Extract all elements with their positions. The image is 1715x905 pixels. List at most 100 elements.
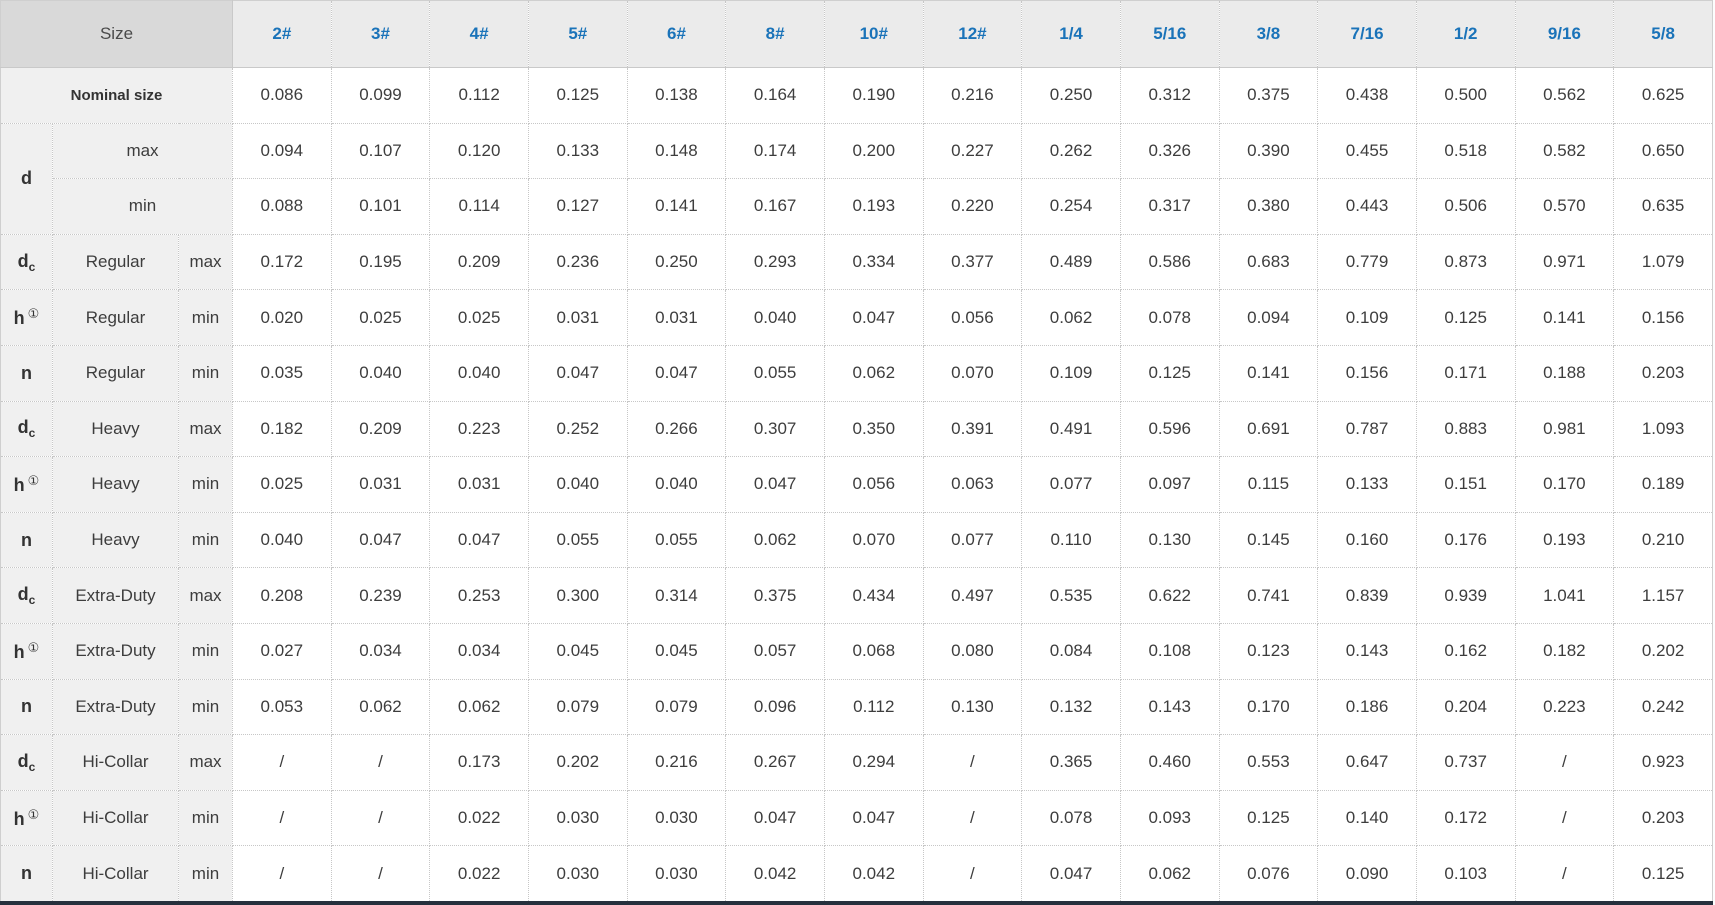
- row-label-series: Extra-Duty: [52, 678, 179, 736]
- data-cell: 0.025: [232, 456, 332, 513]
- column-header-6num[interactable]: 6#: [626, 0, 727, 68]
- data-cell: 0.034: [330, 622, 431, 680]
- data-cell: 0.031: [330, 456, 431, 513]
- row-label-series: Hi-Collar: [52, 845, 179, 904]
- row-label-limit: min: [178, 678, 233, 736]
- row-label-limit: min: [178, 344, 233, 402]
- data-cell: /: [330, 789, 431, 847]
- data-cell: 0.040: [626, 456, 727, 513]
- column-header-4num[interactable]: 4#: [429, 0, 529, 68]
- data-cell: 0.056: [823, 456, 924, 513]
- data-cell: 0.062: [429, 678, 529, 736]
- data-cell: 0.391: [922, 400, 1023, 458]
- data-cell: 0.635: [1613, 178, 1713, 235]
- data-cell: 0.053: [232, 678, 332, 736]
- data-cell: /: [232, 734, 332, 791]
- row-label-nominal-size: Nominal size: [0, 67, 233, 124]
- data-cell: 0.506: [1415, 178, 1516, 235]
- header-row: Size 2# 3# 4# 5# 6# 8# 10# 12# 1/4 5/16 3/8 7/16 1/2…: [0, 0, 1713, 68]
- data-cell: 0.125: [1119, 344, 1220, 402]
- table-row: dc Heavy max 0.182 0.209 0.223 0.252 0.266 0.307…: [0, 400, 1713, 458]
- data-cell: 0.176: [1415, 511, 1516, 569]
- column-header-3num[interactable]: 3#: [330, 0, 431, 68]
- data-cell: 0.300: [527, 567, 628, 624]
- data-cell: 0.047: [330, 511, 431, 569]
- data-cell: 0.839: [1317, 567, 1417, 624]
- row-label-series: Hi-Collar: [52, 734, 179, 791]
- data-cell: 0.307: [725, 400, 825, 458]
- data-cell: 0.204: [1415, 678, 1516, 736]
- column-header-10num[interactable]: 10#: [823, 0, 924, 68]
- data-cell: 0.097: [1119, 456, 1220, 513]
- row-label-limit: min: [178, 289, 233, 346]
- column-header-12num[interactable]: 12#: [922, 0, 1023, 68]
- column-header-5-8[interactable]: 5/8: [1613, 0, 1713, 68]
- data-cell: 0.030: [527, 789, 628, 847]
- data-cell: 0.582: [1514, 122, 1615, 180]
- column-header-1-2[interactable]: 1/2: [1415, 0, 1516, 68]
- column-header-5-16[interactable]: 5/16: [1119, 0, 1220, 68]
- data-cell: 0.239: [330, 567, 431, 624]
- data-cell: 0.133: [527, 122, 628, 180]
- data-cell: 0.035: [232, 344, 332, 402]
- data-cell: 0.090: [1317, 845, 1417, 904]
- row-label-series: Heavy: [52, 511, 179, 569]
- data-cell: 0.140: [1317, 789, 1417, 847]
- data-cell: 0.174: [725, 122, 825, 180]
- row-label-n: n: [0, 511, 53, 569]
- data-cell: 0.438: [1317, 67, 1417, 124]
- data-cell: 0.216: [922, 67, 1023, 124]
- column-header-5num[interactable]: 5#: [527, 0, 628, 68]
- data-cell: 0.099: [330, 67, 431, 124]
- data-cell: 0.078: [1119, 289, 1220, 346]
- data-cell: /: [330, 845, 431, 904]
- column-header-8num[interactable]: 8#: [725, 0, 825, 68]
- data-cell: 0.317: [1119, 178, 1220, 235]
- data-cell: 0.151: [1415, 456, 1516, 513]
- table-row: n Hi-Collar min //0.022 0.030 0.030 0.042 0.042…: [0, 845, 1713, 904]
- data-cell: 0.216: [626, 734, 727, 791]
- data-cell: 0.647: [1317, 734, 1417, 791]
- data-cell: 0.030: [626, 789, 727, 847]
- data-cell: 0.141: [626, 178, 727, 235]
- data-cell: 0.143: [1317, 622, 1417, 680]
- column-header-1-4[interactable]: 1/4: [1021, 0, 1121, 68]
- column-header-7-16[interactable]: 7/16: [1317, 0, 1417, 68]
- table-row: d max 0.094 0.107 0.120 0.133 0.148 0.174 0.200 0…: [0, 122, 1713, 235]
- data-cell: 0.086: [232, 67, 332, 124]
- data-cell: 0.125: [1218, 789, 1319, 847]
- column-header-9-16[interactable]: 9/16: [1514, 0, 1615, 68]
- column-header-2num[interactable]: 2#: [232, 0, 332, 68]
- table-row: h ① Extra-Duty min 0.027 0.034 0.034 0.045 0.045…: [0, 622, 1713, 680]
- data-cell: 0.190: [823, 67, 924, 124]
- table-row: dc Regular max 0.172 0.195 0.209 0.236 0.250 0.2…: [0, 233, 1713, 291]
- data-cell: 0.040: [232, 511, 332, 569]
- data-cell: 0.084: [1021, 622, 1121, 680]
- data-cell: 0.042: [725, 845, 825, 904]
- data-cell: /: [922, 789, 1023, 847]
- column-header-3-8[interactable]: 3/8: [1218, 0, 1319, 68]
- data-cell: 0.107: [330, 122, 431, 180]
- data-cell: 0.079: [626, 678, 727, 736]
- data-cell: /: [922, 734, 1023, 791]
- data-cell: 0.077: [1021, 456, 1121, 513]
- data-cell: 0.334: [823, 233, 924, 291]
- table-row: h ① Regular min 0.020 0.025 0.025 0.031 0.031 0.0…: [0, 289, 1713, 346]
- data-cell: 0.562: [1514, 67, 1615, 124]
- data-cell: 0.443: [1317, 178, 1417, 235]
- data-cell: 0.130: [922, 678, 1023, 736]
- row-label-series: Heavy: [52, 456, 179, 513]
- data-cell: 0.047: [725, 456, 825, 513]
- row-label-dc: dc: [0, 734, 53, 791]
- data-cell: 0.625: [1613, 67, 1713, 124]
- data-cell: 0.040: [429, 344, 529, 402]
- row-label-limit: min: [178, 789, 233, 847]
- table-row: dc Hi-Collar max //0.173 0.202 0.216 0.267 0.29…: [0, 734, 1713, 791]
- data-cell: 0.267: [725, 734, 825, 791]
- data-cell: 0.031: [527, 289, 628, 346]
- data-cell: 0.148: [626, 122, 727, 180]
- data-cell: 0.293: [725, 233, 825, 291]
- data-cell: 0.326: [1119, 122, 1220, 180]
- data-cell: 0.055: [626, 511, 727, 569]
